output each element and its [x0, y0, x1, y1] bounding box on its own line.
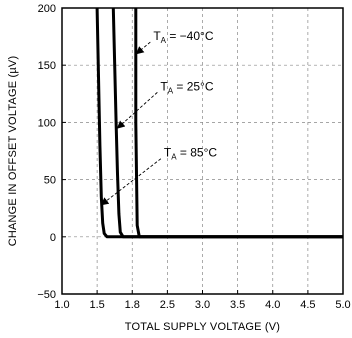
- x-tick-label: 5.0: [335, 299, 350, 311]
- series-label: TA = −40°C: [153, 29, 214, 45]
- series-label: TA = 85°C: [164, 146, 218, 162]
- series-line-1: [111, 7, 343, 239]
- y-tick-label: 200: [38, 3, 56, 15]
- x-tick-label: 1.8: [125, 299, 140, 311]
- x-tick-label: 3.5: [230, 299, 245, 311]
- annotation-layer: TA = −40°C TA = 25°C TA = 85°C: [100, 29, 218, 206]
- series-line-0: [95, 7, 343, 239]
- tick-labels: 1.0 1.5 1.8 2.5 3.0 3.5 4.0 4.5 5.0 −50 0 50 100 150 2…: [37, 3, 350, 311]
- y-tick-label: 100: [38, 117, 56, 129]
- x-tick-label: 1.5: [89, 299, 104, 311]
- x-tick-label: 4.5: [300, 299, 315, 311]
- x-tick-label: 2.5: [160, 299, 175, 311]
- annotation-arrow: [116, 92, 158, 129]
- y-tick-label: 50: [44, 175, 56, 187]
- y-tick-label: 150: [38, 60, 56, 72]
- x-tick-label: 1.0: [54, 299, 69, 311]
- x-tick-label: 3.0: [195, 299, 210, 311]
- annotation-arrow: [135, 41, 151, 55]
- series-line-2: [134, 8, 343, 239]
- series-layer: [95, 7, 343, 239]
- annotation-arrow: [100, 158, 162, 206]
- y-tick-label: 0: [50, 232, 56, 244]
- y-tick-label: −50: [37, 289, 56, 301]
- y-axis-title: CHANGE IN OFFSET VOLTAGE (µV): [7, 56, 19, 247]
- x-axis-title: TOTAL SUPPLY VOLTAGE (V): [125, 321, 280, 333]
- x-tick-label: 4.0: [265, 299, 280, 311]
- series-label: TA = 25°C: [160, 79, 214, 95]
